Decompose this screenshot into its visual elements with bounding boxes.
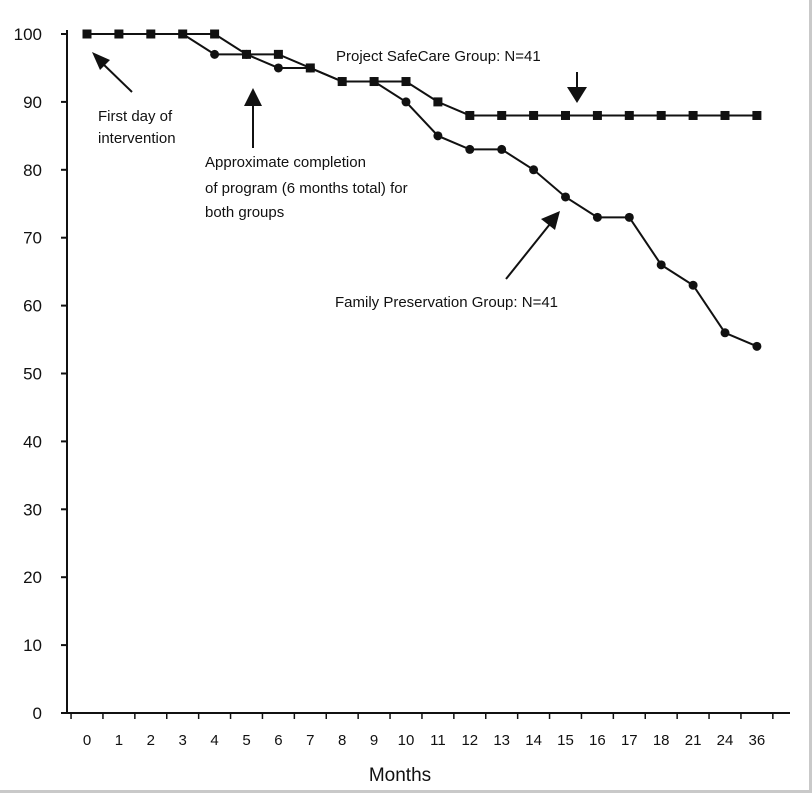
annotation-first-day-line-2: intervention [98,130,176,147]
label-safecare: Project SafeCare Group: N=41 [336,48,587,103]
x-tick-label: 10 [398,732,415,749]
x-axis-title: Months [369,765,431,786]
label-family-preservation-text: Family Preservation Group: N=41 [335,294,558,311]
data-point-square [337,77,347,87]
annotation-completion-line-2: of program (6 months total) for [205,180,408,197]
x-tick-label: 16 [589,732,606,749]
x-tick-label: 2 [147,732,155,749]
y-tick-label: 90 [23,93,42,112]
data-point-square [305,63,315,73]
y-tick-label: 60 [23,297,42,316]
data-point-square [561,110,570,120]
data-point-square [242,49,251,59]
annotation-completion-line-3: both groups [205,204,284,221]
y-tick-label: 30 [23,500,42,519]
x-tick-label: 12 [461,732,478,749]
data-point-square [497,110,507,120]
data-point-square [656,110,666,120]
x-tick-label: 7 [306,732,314,749]
data-point-square [752,110,762,120]
x-tick-label: 1 [115,732,123,749]
data-point-circle [592,212,602,222]
data-point-square [82,29,92,39]
data-point-square [178,29,188,39]
data-point-square [529,110,539,120]
x-tick-label: 13 [493,732,510,749]
x-tick-label: 14 [525,732,542,749]
series-safecare [82,29,762,120]
label-safecare-arrowhead [567,87,587,103]
data-point-square [720,110,730,120]
y-tick-label: 70 [23,229,42,248]
y-tick-label: 50 [23,365,42,384]
y-tick-label: 100 [14,25,42,44]
data-point-circle [624,212,634,222]
data-point-circle [561,192,570,202]
data-point-circle [688,280,698,290]
data-point-square [592,110,602,120]
x-tick-label: 9 [370,732,378,749]
label-family-preservation: Family Preservation Group: N=41 [335,211,560,311]
annotation-first-day-arrow [100,61,133,93]
data-point-square [369,77,379,87]
annotation-completion-line-1: Approximate completion [205,154,366,171]
x-tick-label: 24 [717,732,734,749]
x-tick-label: 5 [242,732,250,749]
annotation-first-day-line-1: First day of [98,108,173,125]
data-point-circle [656,260,666,270]
data-point-square [465,110,475,120]
annotation-first-day-arrowhead [92,52,110,70]
data-point-circle [401,97,411,107]
data-point-square [114,29,124,39]
label-family-preservation-arrowhead [541,211,560,230]
data-point-circle [465,144,475,154]
series-layer [82,29,762,351]
annotation-completion-arrowhead [244,88,262,106]
x-tick-label: 11 [430,732,446,749]
data-point-circle [720,328,730,338]
annotation-completion: Approximate completion of program (6 mon… [205,88,408,221]
x-axis-ticks: 0 1 2 3 4 5 6 7 8 9 10 11 12 13 14 15 16 17 18 21 24 36 [70,713,774,749]
y-tick-label: 40 [23,432,42,451]
y-tick-label: 10 [23,636,42,655]
x-tick-label: 8 [338,732,346,749]
data-point-square [273,49,283,59]
data-point-square [401,77,411,87]
x-tick-label: 0 [83,732,91,749]
data-point-circle [529,165,539,175]
series-line [87,33,758,348]
x-tick-label: 4 [210,732,218,749]
y-tick-label: 20 [23,568,42,587]
x-tick-label: 18 [653,732,670,749]
label-family-preservation-arrow [505,223,551,280]
y-tick-label: 0 [33,704,42,723]
x-tick-label: 6 [274,732,282,749]
data-point-square [688,110,698,120]
axes [66,30,790,714]
data-point-square [433,97,443,107]
series-line [87,33,757,117]
data-point-square [146,29,156,39]
y-axis-ticks: 0 10 20 30 40 50 60 70 80 90 100 [14,25,67,723]
x-tick-label: 21 [685,732,702,749]
data-point-square [210,29,220,39]
x-tick-label: 3 [179,732,187,749]
annotation-first-day: First day of intervention [92,52,176,147]
x-tick-label: 36 [749,732,766,749]
label-safecare-text: Project SafeCare Group: N=41 [336,48,541,65]
data-point-circle [273,63,283,73]
x-tick-label: 15 [557,732,574,749]
data-point-circle [433,131,443,141]
data-point-circle [497,144,507,154]
y-tick-label: 80 [23,161,42,180]
data-point-circle [210,49,220,59]
data-point-square [624,110,634,120]
x-tick-label: 17 [621,732,638,749]
data-point-circle [752,341,762,351]
